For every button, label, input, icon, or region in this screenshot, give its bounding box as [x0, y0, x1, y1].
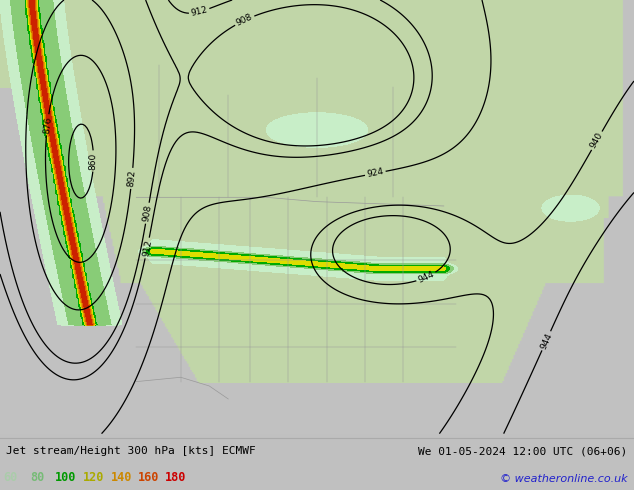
Text: 944: 944	[417, 270, 436, 285]
Text: 912: 912	[190, 5, 209, 18]
Text: 140: 140	[111, 471, 133, 484]
Text: 160: 160	[138, 471, 160, 484]
Text: 100: 100	[55, 471, 77, 484]
Text: 908: 908	[235, 13, 254, 28]
Text: 860: 860	[89, 152, 98, 170]
Text: © weatheronline.co.uk: © weatheronline.co.uk	[500, 474, 628, 484]
Text: 60: 60	[3, 471, 17, 484]
Text: 912: 912	[141, 239, 153, 257]
Text: 944: 944	[539, 331, 554, 350]
Text: 80: 80	[30, 471, 44, 484]
Text: We 01-05-2024 12:00 UTC (06+06): We 01-05-2024 12:00 UTC (06+06)	[418, 446, 628, 456]
Text: Jet stream/Height 300 hPa [kts] ECMWF: Jet stream/Height 300 hPa [kts] ECMWF	[6, 446, 256, 456]
Text: 180: 180	[165, 471, 186, 484]
Text: 876: 876	[42, 116, 53, 134]
Text: 908: 908	[141, 204, 153, 222]
Text: 892: 892	[127, 170, 137, 187]
Text: 940: 940	[589, 131, 605, 150]
Text: 924: 924	[366, 167, 384, 179]
Text: 120: 120	[83, 471, 105, 484]
